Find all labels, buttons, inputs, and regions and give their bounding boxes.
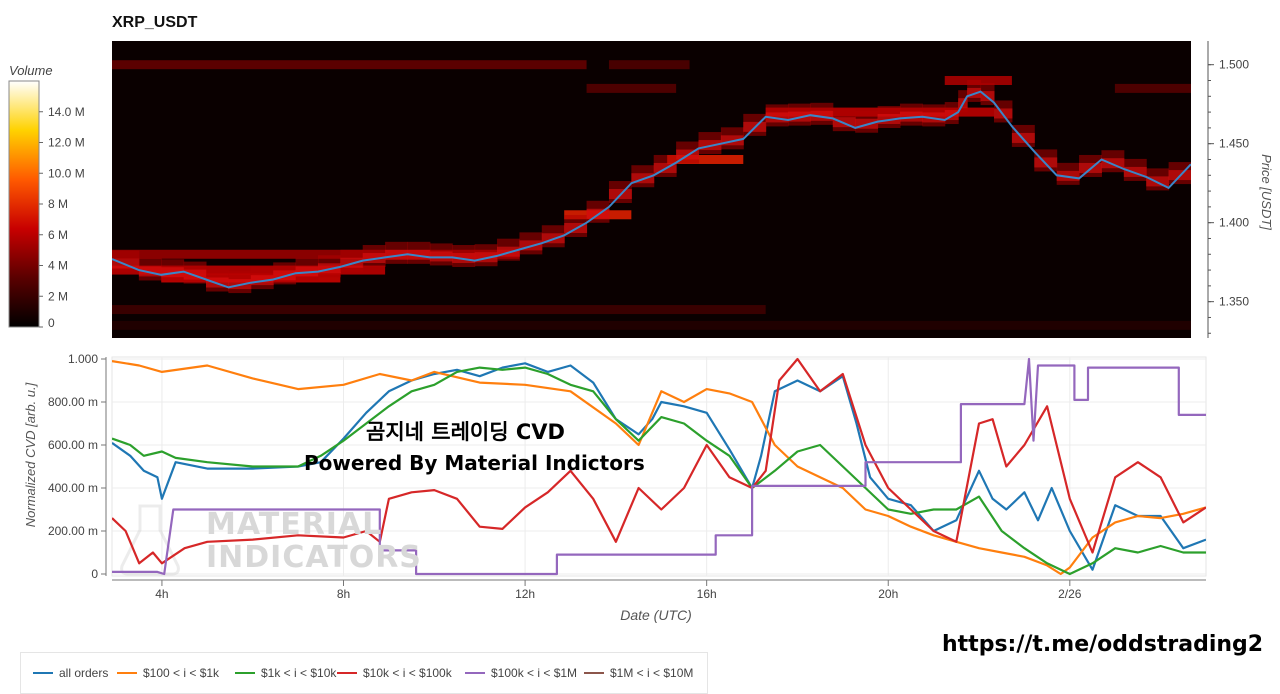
watermark-line2: INDICATORS xyxy=(206,540,422,575)
legend-item[interactable]: $1M < i < $10M xyxy=(584,666,693,680)
cvd-series-line[interactable] xyxy=(112,357,1206,565)
legend-label: $10k < i < $100k xyxy=(363,666,452,680)
legend-item[interactable]: $100k < i < $1M xyxy=(465,666,577,680)
heatmap-cell xyxy=(765,112,789,123)
price-line xyxy=(112,90,1191,289)
cvd-y-tick-label: 200.00 m xyxy=(48,524,98,538)
heatmap-cell xyxy=(922,112,946,123)
legend-item[interactable]: $100 < i < $1k xyxy=(117,666,219,680)
chart-legend: all orders $100 < i < $1k $1k < i < $10k… xyxy=(20,652,708,694)
heatmap-cell xyxy=(1056,170,1080,181)
cvd-series-line[interactable] xyxy=(112,366,1206,576)
heatmap-cell xyxy=(1146,176,1170,187)
watermark-line1: MATERIAL xyxy=(206,507,383,542)
heatmap-cell xyxy=(452,253,476,264)
cvd-x-tick-label: 4h xyxy=(155,587,168,601)
overlay-title: 곰지네 트레이딩 CVD xyxy=(366,420,565,444)
heatmap-band xyxy=(586,83,677,93)
cvd-y-tick-label: 600.00 m xyxy=(48,438,98,452)
legend-label: $1M < i < $10M xyxy=(610,666,694,680)
flask-icon xyxy=(120,504,180,576)
heatmap-cell xyxy=(1101,158,1125,169)
cvd-series-line[interactable] xyxy=(112,362,1206,571)
legend-label: all orders xyxy=(59,666,109,680)
legend-label: $1k < i < $10k xyxy=(261,666,337,680)
cvd-series-group xyxy=(112,357,1206,576)
colorbar-tick-label: 14.0 M xyxy=(48,105,85,119)
colorbar-tick-label: 8 M xyxy=(48,197,68,211)
flask-outline xyxy=(120,504,180,576)
cvd-x-axis-title: Date (UTC) xyxy=(620,607,692,623)
cvd-x-tick-label: 12h xyxy=(515,587,535,601)
cvd-y-tick-label: 400.00 m xyxy=(48,481,98,495)
cvd-y-tick-label: 1.000 xyxy=(68,352,98,366)
price-tick-label: 1.400 xyxy=(1219,216,1249,230)
heatmap-band xyxy=(112,60,587,70)
heatmap-cell xyxy=(138,266,162,277)
price-tick-label: 1.500 xyxy=(1219,58,1249,72)
colorbar-tick-label: 12.0 M xyxy=(48,136,85,150)
telegram-link[interactable]: https://t.me/oddstrading2 xyxy=(942,632,1264,657)
heatmap-band xyxy=(112,265,386,275)
heatmap-band xyxy=(112,320,1191,330)
cvd-x-tick-label: 2/26 xyxy=(1058,587,1082,601)
heatmap-band xyxy=(667,154,744,164)
heatmap-cell xyxy=(1123,166,1147,177)
colorbar xyxy=(8,80,40,328)
legend-label: $100 < i < $1k xyxy=(143,666,220,680)
legend-swatch xyxy=(117,671,137,674)
cvd-y-tick-label: 800.00 m xyxy=(48,395,98,409)
legend-label: $100k < i < $1M xyxy=(491,666,578,680)
legend-item[interactable]: all orders xyxy=(33,666,108,680)
colorbar-tick-label: 2 M xyxy=(48,289,68,303)
colorbar-tick-label: 10.0 M xyxy=(48,166,85,180)
cvd-x-tick-label: 16h xyxy=(697,587,717,601)
heatmap-band xyxy=(608,60,690,70)
cvd-y-tick-label: 0 xyxy=(91,567,98,581)
heatmap-cell xyxy=(407,249,431,260)
colorbar-tick-label: 6 M xyxy=(48,228,68,242)
overlay-subtitle: Powered By Material Indictors xyxy=(304,451,645,475)
heatmap-band xyxy=(112,305,766,315)
cvd-x-tick-label: 8h xyxy=(337,587,350,601)
heatmap-band xyxy=(112,249,520,259)
price-tick-label: 1.450 xyxy=(1219,137,1249,151)
price-tick-label: 1.350 xyxy=(1219,295,1249,309)
heatmap-cells xyxy=(112,60,1191,330)
heatmap-cell xyxy=(810,110,834,121)
legend-swatch xyxy=(465,671,485,674)
colorbar-tick-label: 0 xyxy=(48,316,55,330)
legend-swatch xyxy=(33,671,53,674)
legend-swatch xyxy=(584,671,604,674)
cvd-y-axis-title: Normalized CVD [arb. u.] xyxy=(23,382,38,527)
colorbar-tick-label: 4 M xyxy=(48,259,68,273)
price-axis-title: Price [USDT] xyxy=(1259,154,1274,230)
legend-item[interactable]: $10k < i < $100k xyxy=(337,666,452,680)
legend-item[interactable]: $1k < i < $10k xyxy=(235,666,336,680)
legend-swatch xyxy=(337,671,357,674)
heatmap-cell xyxy=(112,258,140,269)
chart-title: XRP_USDT xyxy=(112,14,198,31)
heatmap-cell xyxy=(832,117,856,128)
colorbar-title: Volume xyxy=(9,63,53,78)
legend-swatch xyxy=(235,671,255,674)
heatmap-band xyxy=(1114,83,1191,93)
cvd-series-line[interactable] xyxy=(112,357,1206,576)
cvd-x-tick-label: 20h xyxy=(878,587,898,601)
